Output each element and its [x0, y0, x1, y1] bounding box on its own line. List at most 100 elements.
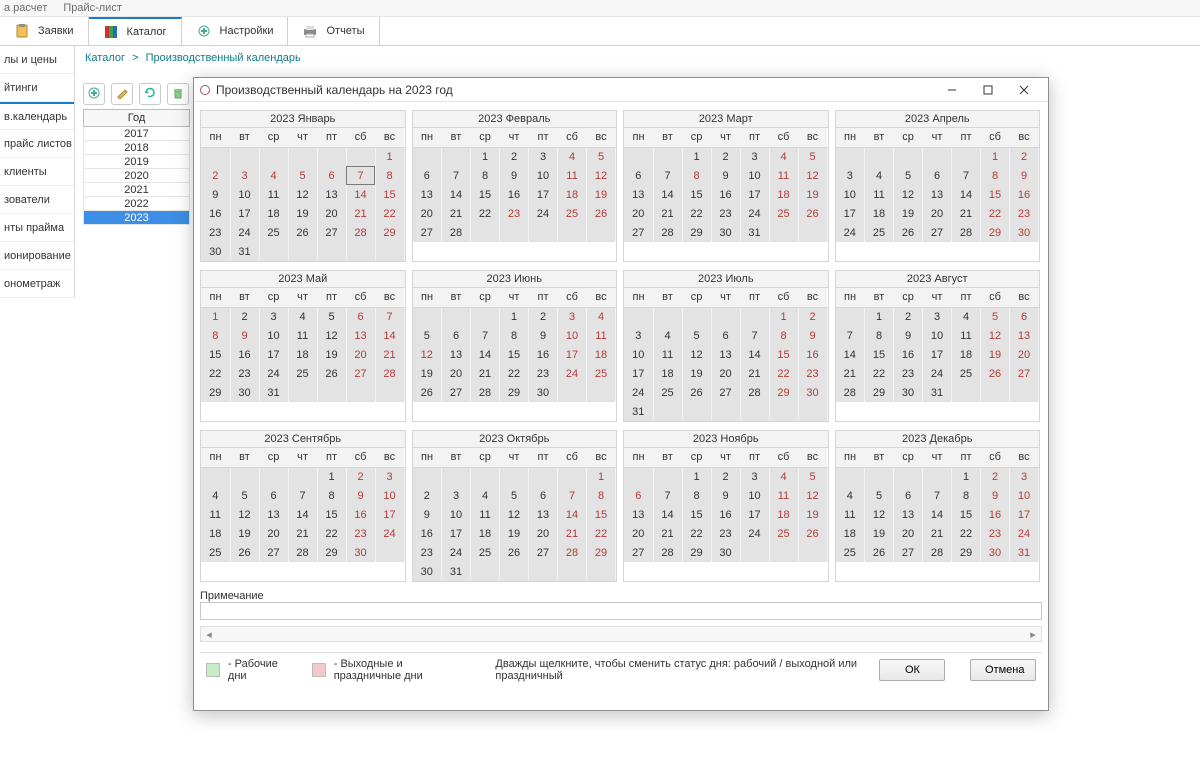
- day-cell[interactable]: 21: [952, 204, 981, 223]
- day-cell[interactable]: 9: [894, 326, 923, 345]
- day-cell[interactable]: 15: [682, 185, 711, 204]
- day-cell[interactable]: 17: [836, 204, 865, 223]
- day-cell[interactable]: 9: [1010, 166, 1039, 185]
- day-cell[interactable]: 4: [865, 166, 894, 185]
- day-cell[interactable]: 15: [201, 345, 230, 364]
- day-cell[interactable]: 21: [740, 364, 769, 383]
- day-cell[interactable]: 5: [682, 326, 711, 345]
- day-cell[interactable]: 1: [682, 147, 711, 166]
- day-cell[interactable]: 15: [375, 185, 404, 204]
- day-cell[interactable]: 4: [288, 307, 317, 326]
- day-cell[interactable]: 17: [624, 364, 653, 383]
- day-cell[interactable]: 6: [894, 486, 923, 505]
- day-cell[interactable]: 3: [375, 467, 404, 486]
- day-cell[interactable]: 5: [865, 486, 894, 505]
- day-cell[interactable]: 19: [317, 345, 346, 364]
- day-cell[interactable]: 6: [624, 486, 653, 505]
- day-cell[interactable]: 11: [653, 345, 682, 364]
- day-cell[interactable]: 5: [317, 307, 346, 326]
- day-cell[interactable]: 13: [624, 185, 653, 204]
- day-cell[interactable]: 27: [923, 223, 952, 242]
- tab-Настройки[interactable]: Настройки: [182, 17, 289, 45]
- day-cell[interactable]: 29: [682, 543, 711, 562]
- day-cell[interactable]: 1: [682, 467, 711, 486]
- scroll-right-icon[interactable]: ▸: [1025, 627, 1041, 641]
- day-cell[interactable]: 14: [375, 326, 404, 345]
- day-cell[interactable]: 16: [230, 345, 259, 364]
- day-cell[interactable]: 4: [587, 307, 616, 326]
- pencil-button[interactable]: [111, 83, 133, 105]
- day-cell[interactable]: 2: [346, 467, 375, 486]
- day-cell[interactable]: 23: [894, 364, 923, 383]
- day-cell[interactable]: 14: [740, 345, 769, 364]
- day-cell[interactable]: 23: [798, 364, 827, 383]
- day-cell[interactable]: 12: [317, 326, 346, 345]
- day-cell[interactable]: 15: [471, 185, 500, 204]
- day-cell[interactable]: 29: [375, 223, 404, 242]
- day-cell[interactable]: 6: [259, 486, 288, 505]
- day-cell[interactable]: 25: [836, 543, 865, 562]
- day-cell[interactable]: 16: [529, 345, 558, 364]
- day-cell[interactable]: 25: [952, 364, 981, 383]
- day-cell[interactable]: 25: [653, 383, 682, 402]
- day-cell[interactable]: 13: [529, 505, 558, 524]
- day-cell[interactable]: 20: [317, 204, 346, 223]
- day-cell[interactable]: 4: [769, 467, 798, 486]
- year-row[interactable]: 2022: [83, 197, 190, 211]
- day-cell[interactable]: 3: [442, 486, 471, 505]
- day-cell[interactable]: 7: [375, 307, 404, 326]
- day-cell[interactable]: 17: [1010, 505, 1039, 524]
- day-cell[interactable]: 22: [865, 364, 894, 383]
- day-cell[interactable]: 28: [836, 383, 865, 402]
- day-cell[interactable]: 18: [836, 524, 865, 543]
- day-cell[interactable]: 4: [836, 486, 865, 505]
- day-cell[interactable]: 5: [230, 486, 259, 505]
- day-cell[interactable]: 11: [836, 505, 865, 524]
- day-cell[interactable]: 8: [981, 166, 1010, 185]
- day-cell[interactable]: 18: [653, 364, 682, 383]
- day-cell[interactable]: 16: [201, 204, 230, 223]
- year-row[interactable]: 2018: [83, 141, 190, 155]
- day-cell[interactable]: 31: [923, 383, 952, 402]
- day-cell[interactable]: 31: [442, 562, 471, 581]
- day-cell[interactable]: 4: [471, 486, 500, 505]
- day-cell[interactable]: 3: [740, 147, 769, 166]
- day-cell[interactable]: 21: [346, 204, 375, 223]
- day-cell[interactable]: 29: [981, 223, 1010, 242]
- day-cell[interactable]: 7: [558, 486, 587, 505]
- day-cell[interactable]: 6: [346, 307, 375, 326]
- sidebar-item[interactable]: лы и цены: [0, 46, 74, 74]
- day-cell[interactable]: 15: [317, 505, 346, 524]
- day-cell[interactable]: 22: [471, 204, 500, 223]
- day-cell[interactable]: 12: [587, 166, 616, 185]
- day-cell[interactable]: 23: [711, 524, 740, 543]
- day-cell[interactable]: 24: [558, 364, 587, 383]
- day-cell[interactable]: 18: [288, 345, 317, 364]
- day-cell[interactable]: 19: [981, 345, 1010, 364]
- day-cell[interactable]: 28: [653, 543, 682, 562]
- day-cell[interactable]: 10: [1010, 486, 1039, 505]
- day-cell[interactable]: 29: [865, 383, 894, 402]
- day-cell[interactable]: 13: [259, 505, 288, 524]
- day-cell[interactable]: 17: [529, 185, 558, 204]
- day-cell[interactable]: 9: [981, 486, 1010, 505]
- day-cell[interactable]: 9: [798, 326, 827, 345]
- day-cell[interactable]: 22: [769, 364, 798, 383]
- day-cell[interactable]: 13: [894, 505, 923, 524]
- day-cell[interactable]: 30: [413, 562, 442, 581]
- day-cell[interactable]: 27: [1010, 364, 1039, 383]
- day-cell[interactable]: 9: [529, 326, 558, 345]
- day-cell[interactable]: 26: [413, 383, 442, 402]
- day-cell[interactable]: 3: [923, 307, 952, 326]
- day-cell[interactable]: 25: [201, 543, 230, 562]
- day-cell[interactable]: 3: [529, 147, 558, 166]
- day-cell[interactable]: 29: [769, 383, 798, 402]
- year-header[interactable]: Год: [83, 109, 190, 127]
- day-cell[interactable]: 26: [798, 204, 827, 223]
- day-cell[interactable]: 24: [442, 543, 471, 562]
- day-cell[interactable]: 22: [952, 524, 981, 543]
- day-cell[interactable]: 20: [923, 204, 952, 223]
- day-cell[interactable]: 24: [529, 204, 558, 223]
- day-cell[interactable]: 10: [740, 486, 769, 505]
- day-cell[interactable]: 16: [413, 524, 442, 543]
